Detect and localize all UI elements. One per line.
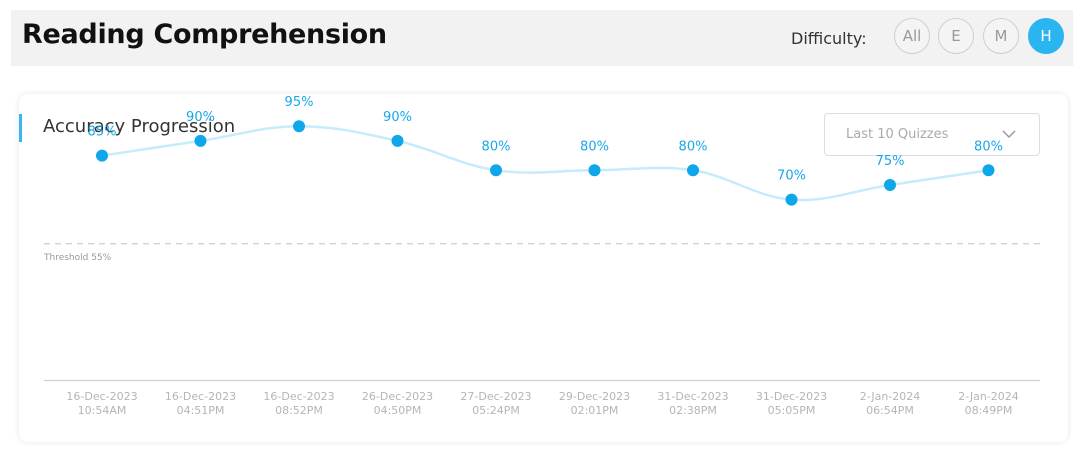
data-label: 95%: [285, 95, 314, 110]
accuracy-series-line: [101, 124, 989, 202]
difficulty-all-button[interactable]: All: [894, 18, 930, 54]
page-title: Reading Comprehension: [22, 19, 387, 50]
card-title: Accuracy Progression: [43, 116, 236, 137]
data-label: 80%: [974, 139, 1003, 154]
data-point: [588, 164, 601, 177]
x-tick-label-time: 08:49PM: [965, 404, 1013, 417]
data-label: 90%: [383, 110, 412, 125]
x-tick-label-date: 2-Jan-2024: [860, 390, 921, 403]
x-tick-label-time: 04:51PM: [177, 404, 225, 417]
difficulty-easy-button[interactable]: E: [938, 18, 974, 54]
x-tick-label-date: 29-Dec-2023: [559, 390, 630, 403]
header-bar: Reading Comprehension Difficulty: All E …: [11, 10, 1073, 66]
data-point: [391, 134, 404, 147]
quiz-range-dropdown[interactable]: Last 10 Quizzes: [824, 113, 1040, 156]
data-label: 80%: [679, 139, 708, 154]
x-tick-label-time: 06:54PM: [866, 404, 914, 417]
x-tick-label-time: 10:54AM: [78, 404, 127, 417]
difficulty-hard-button[interactable]: H: [1028, 18, 1064, 54]
x-tick-label-time: 02:01PM: [571, 404, 619, 417]
x-tick-label-date: 31-Dec-2023: [756, 390, 827, 403]
data-point: [194, 134, 207, 147]
x-tick-label-time: 08:52PM: [275, 404, 323, 417]
x-tick-label-date: 2-Jan-2024: [958, 390, 1019, 403]
x-tick-label-time: 05:05PM: [768, 404, 816, 417]
dropdown-selected-value: Last 10 Quizzes: [846, 127, 949, 142]
chevron-down-icon: [1002, 130, 1016, 139]
accuracy-line-chart: Threshold 55%85%16-Dec-202310:54AM90%16-…: [43, 95, 1040, 417]
data-point: [785, 193, 798, 206]
data-label: 75%: [876, 154, 905, 169]
x-tick-label-date: 31-Dec-2023: [657, 390, 728, 403]
x-tick-label-date: 16-Dec-2023: [66, 390, 137, 403]
accuracy-card: Accuracy Progression Last 10 Quizzes Thr…: [19, 94, 1068, 442]
threshold-label: Threshold 55%: [43, 253, 112, 263]
data-label: 70%: [777, 169, 806, 184]
data-label: 80%: [482, 139, 511, 154]
data-point: [293, 120, 305, 133]
card-accent-bar: [19, 114, 22, 142]
x-tick-label-time: 05:24PM: [472, 404, 520, 417]
x-tick-label-time: 02:38PM: [669, 404, 717, 417]
data-point: [982, 164, 995, 177]
data-point: [884, 178, 896, 191]
data-point: [687, 164, 699, 177]
x-tick-label-date: 27-Dec-2023: [460, 390, 531, 403]
difficulty-medium-button[interactable]: M: [983, 18, 1019, 54]
x-tick-label-date: 26-Dec-2023: [362, 390, 433, 403]
data-label: 85%: [88, 125, 117, 140]
difficulty-label: Difficulty:: [791, 29, 867, 48]
data-point: [96, 149, 108, 162]
x-tick-label-date: 16-Dec-2023: [165, 390, 236, 403]
data-label: 80%: [580, 139, 609, 154]
data-label: 90%: [186, 110, 215, 125]
x-tick-label-time: 04:50PM: [374, 404, 422, 417]
data-point: [490, 164, 502, 177]
x-tick-label-date: 16-Dec-2023: [263, 390, 334, 403]
